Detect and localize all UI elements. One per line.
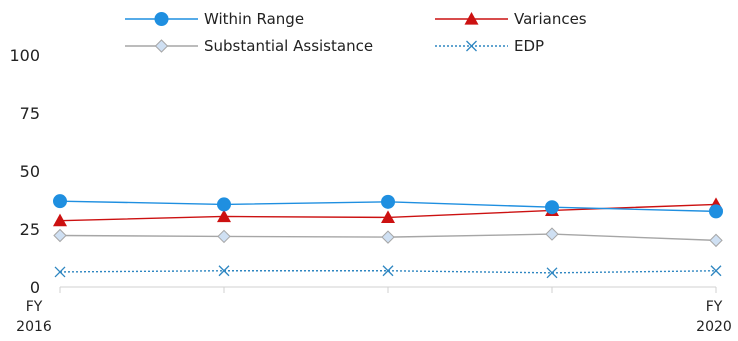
data-point [709,204,723,219]
legend-label: Within Range [204,10,304,28]
data-point [382,265,394,277]
y-axis: 0 25 50 75 100 [9,46,40,297]
data-point [217,209,231,223]
legend-label: EDP [514,37,544,55]
data-point [710,265,722,277]
y-tick-label: 25 [20,220,40,239]
data-point [381,194,395,209]
y-tick-label: 75 [20,104,40,123]
legend-marker [464,12,479,25]
legend: Within Range Variances Substantial Assista… [125,10,587,55]
legend-marker [154,12,169,26]
data-point [545,200,559,215]
x-tick-label: 2020 [696,319,732,335]
data-point [53,228,67,243]
legend-marker [154,39,169,53]
y-tick-label: 0 [30,278,40,297]
y-tick-label: 50 [20,162,40,181]
x-tick-label: FY [706,299,723,315]
legend-item-within-range: Within Range [125,10,304,28]
data-point [53,213,67,227]
data-point [53,194,67,209]
y-tick-label: 100 [9,46,40,65]
series-within-range [53,194,723,219]
legend-label: Substantial Assistance [204,37,373,55]
data-point [545,227,559,241]
data-point [709,233,723,248]
data-point [381,230,395,244]
x-tick-label: 2016 [16,319,52,335]
x-tick-label: FY [26,299,43,315]
data-point [217,197,231,212]
data-point [381,210,395,223]
x-axis: FY 2016 FY 2020 [16,286,732,335]
data-point [217,229,231,244]
legend-label: Variances [514,10,587,28]
series-substantial-assistance [53,227,723,248]
legend-item-variances: Variances [435,10,587,28]
series-layer [53,194,723,279]
data-point [218,265,230,277]
series-edp [54,265,722,279]
data-point [54,266,66,278]
legend-item-substantial-assistance: Substantial Assistance [125,37,373,55]
legend-marker [466,40,477,52]
legend-item-edp: EDP [435,37,544,55]
data-point [546,267,558,279]
